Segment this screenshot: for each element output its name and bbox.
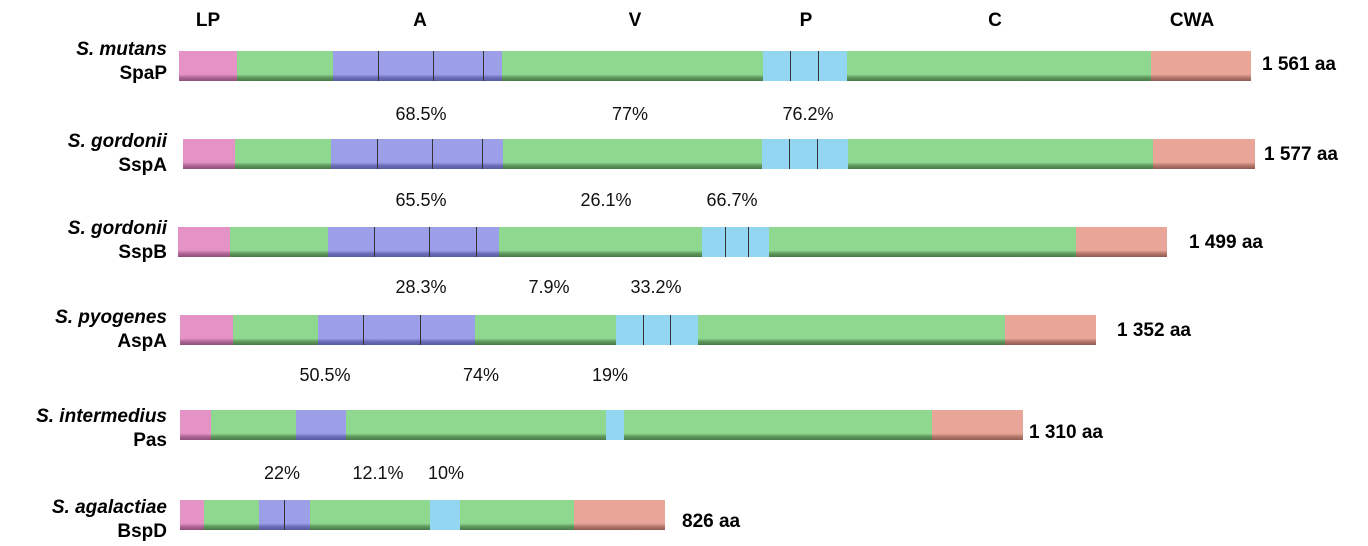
repeat-tick <box>284 500 286 530</box>
protein-name: BspD <box>117 521 167 542</box>
protein-length: 1 561 aa <box>1262 54 1336 75</box>
segment-p <box>616 315 698 345</box>
repeat-tick <box>378 51 380 81</box>
header-lp: LP <box>195 10 221 31</box>
repeat-tick <box>790 51 792 81</box>
segment-p <box>606 410 624 440</box>
organism-name: S. pyogenes <box>55 307 167 328</box>
organism-name: S. intermedius <box>36 406 167 427</box>
protein-name: SpaP <box>119 63 167 84</box>
segment-p <box>762 139 848 169</box>
repeat-tick <box>482 139 484 169</box>
segment-cwa <box>1153 139 1255 169</box>
identity-a: 22% <box>263 463 301 483</box>
segment-cwa <box>932 410 1023 440</box>
repeat-tick <box>363 315 365 345</box>
repeat-tick <box>476 227 478 257</box>
protein-name: SspB <box>118 242 167 263</box>
repeat-tick <box>748 227 750 257</box>
header-v: V <box>628 10 642 31</box>
protein-label-pas: S. intermedius Pas <box>0 405 167 453</box>
segment-a <box>318 315 475 345</box>
identity-a: 68.5% <box>395 104 447 124</box>
identity-v: 74% <box>462 365 500 385</box>
protein-label-sspb: S. gordonii SspB <box>0 217 167 265</box>
repeat-tick <box>433 51 435 81</box>
protein-label-spap: S. mutans SpaP <box>0 38 167 86</box>
organism-name: S. gordonii <box>67 218 167 239</box>
organism-name: S. agalactiae <box>51 497 167 518</box>
repeat-tick <box>483 51 485 81</box>
header-c: C <box>988 10 1002 31</box>
header-p: P <box>799 10 813 31</box>
segment-cwa <box>1005 315 1096 345</box>
protein-name: AspA <box>117 331 167 352</box>
segment-a <box>259 500 310 530</box>
segment-a <box>296 410 346 440</box>
segment-a <box>328 227 499 257</box>
repeat-tick <box>725 227 727 257</box>
organism-name: S. gordonii <box>67 131 167 152</box>
repeat-tick <box>432 139 434 169</box>
organism-name: S. mutans <box>76 39 167 60</box>
identity-p: 10% <box>427 463 465 483</box>
repeat-tick <box>817 139 819 169</box>
identity-p: 76.2% <box>782 104 834 124</box>
identity-p: 66.7% <box>706 190 758 210</box>
protein-label-bspd: S. agalactiae BspD <box>0 496 167 544</box>
protein-name: Pas <box>133 430 167 451</box>
identity-v: 26.1% <box>580 190 632 210</box>
segment-cwa <box>1076 227 1167 257</box>
protein-name: SspA <box>118 155 167 176</box>
segment-lp <box>180 500 204 530</box>
domain-bar-aspa <box>180 315 1096 345</box>
identity-v: 7.9% <box>528 277 570 297</box>
identity-p: 33.2% <box>630 277 682 297</box>
segment-lp <box>180 315 233 345</box>
segment-lp <box>183 139 235 169</box>
domain-bar-pas <box>180 410 1023 440</box>
identity-a: 50.5% <box>299 365 351 385</box>
repeat-tick <box>643 315 645 345</box>
protein-label-sspa: S. gordonii SspA <box>0 130 167 178</box>
protein-length: 826 aa <box>682 511 741 532</box>
identity-v: 12.1% <box>352 463 404 483</box>
domain-bar-spap <box>179 51 1251 81</box>
repeat-tick <box>374 227 376 257</box>
protein-length: 1 310 aa <box>1029 422 1103 443</box>
identity-a: 28.3% <box>395 277 447 297</box>
protein-length: 1 352 aa <box>1117 320 1191 341</box>
repeat-tick <box>670 315 672 345</box>
repeat-tick <box>789 139 791 169</box>
repeat-tick <box>377 139 379 169</box>
segment-p <box>763 51 847 81</box>
header-a: A <box>413 10 427 31</box>
protein-length: 1 499 aa <box>1189 232 1263 253</box>
segment-p <box>702 227 769 257</box>
segment-lp <box>180 410 211 440</box>
protein-label-aspa: S. pyogenes AspA <box>0 306 167 354</box>
identity-p: 19% <box>591 365 629 385</box>
header-cwa: CWA <box>1169 10 1215 31</box>
segment-p <box>430 500 460 530</box>
protein-length: 1 577 aa <box>1264 144 1338 165</box>
domain-bar-sspb <box>178 227 1167 257</box>
segment-a <box>333 51 502 81</box>
identity-v: 77% <box>611 104 649 124</box>
domain-bar-sspa <box>183 139 1255 169</box>
repeat-tick <box>420 315 422 345</box>
segment-cwa <box>574 500 665 530</box>
identity-a: 65.5% <box>395 190 447 210</box>
domain-bar-bspd <box>180 500 665 530</box>
segment-lp <box>179 51 237 81</box>
segment-cwa <box>1151 51 1251 81</box>
segment-lp <box>178 227 230 257</box>
repeat-tick <box>818 51 820 81</box>
segment-a <box>331 139 503 169</box>
repeat-tick <box>429 227 431 257</box>
